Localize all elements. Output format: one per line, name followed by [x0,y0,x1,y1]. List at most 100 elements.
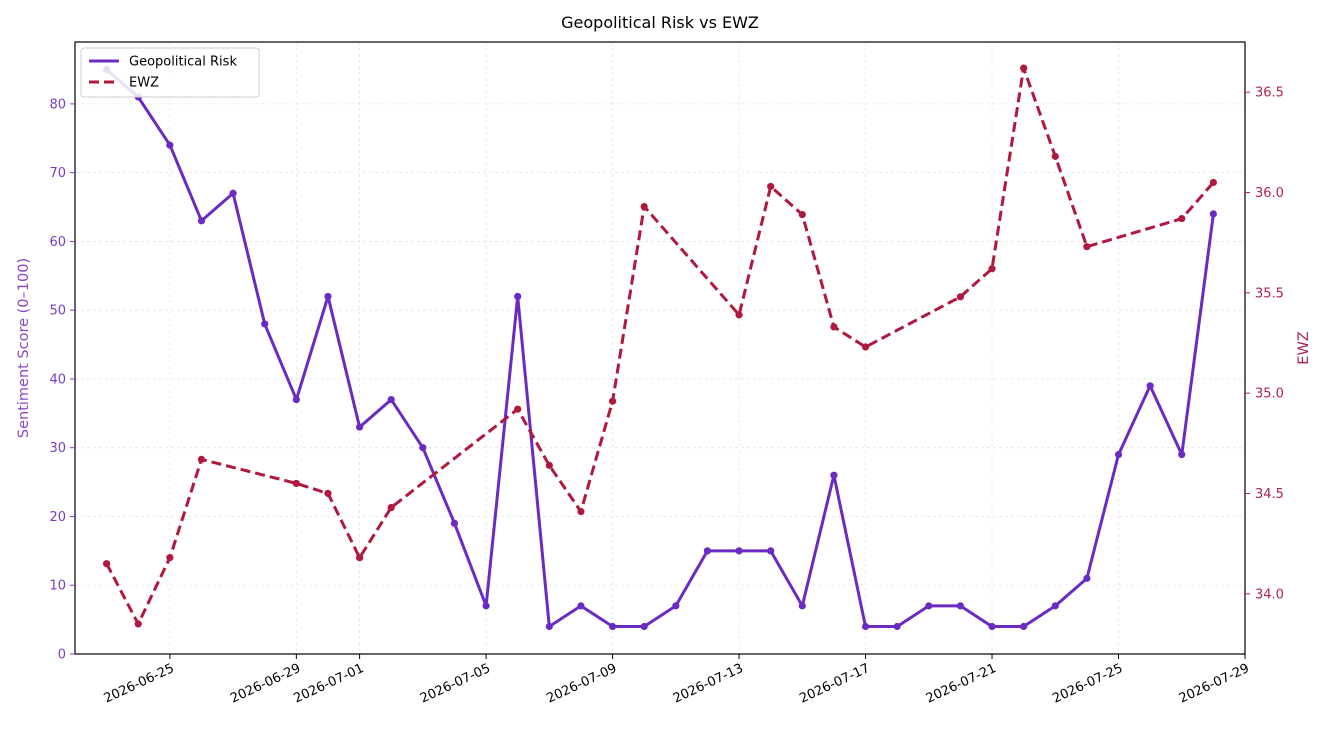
data-point [292,395,300,404]
series-geopolitical-risk [103,65,1217,631]
data-point [1209,210,1217,218]
data-point [419,444,427,452]
y-axis-label-left: Sentiment Score (0–100) [16,258,32,438]
right-axis: 34.0 34.5 35.0 35.5 36.0 36.5 [1245,86,1284,602]
data-point [166,554,174,562]
data-point [292,479,300,488]
y-tick-label-left: 70 [49,166,66,181]
legend-box [80,47,260,98]
data-point [798,602,806,610]
x-tick-label: 2026-07-05 [418,661,493,707]
data-point [1083,574,1091,582]
y-tick-label-left: 60 [49,235,66,250]
data-point [861,343,870,351]
data-point [545,461,553,469]
x-tick-label: 2026-06-25 [102,661,177,707]
data-point [988,622,996,631]
data-point [1083,243,1091,251]
y-tick-label-left: 0 [58,648,66,663]
series-layer [103,64,1217,631]
series-line [105,68,1215,628]
data-point [893,622,901,631]
data-point [672,602,680,610]
data-point [956,293,965,301]
y-tick-label-right: 34.0 [1255,587,1284,602]
data-point [1146,382,1154,390]
x-tick-label: 2026-07-25 [1050,661,1125,707]
data-point [482,602,490,610]
data-point [735,311,743,319]
x-tick-label: 2026-07-21 [924,661,999,707]
y-tick-label-right: 36.0 [1255,186,1284,201]
data-point [1209,178,1217,187]
grid [75,42,1246,655]
x-tick-label: 2026-07-17 [797,661,872,707]
data-point [514,405,522,413]
data-point [1051,152,1059,160]
data-point [830,323,838,331]
data-point [703,547,712,555]
y-tick-label-left: 30 [49,441,66,456]
x-tick-label: 2026-07-29 [1177,661,1252,707]
data-point [577,507,585,516]
data-point [1020,622,1028,631]
x-tick-label: 2026-07-09 [544,661,619,707]
legend-label: Geopolitical Risk [129,55,237,70]
data-point [514,292,522,301]
y-tick-label-right: 35.0 [1255,387,1284,402]
data-point [197,455,206,463]
data-point [767,182,775,191]
data-point [1020,64,1028,72]
series-ewz [103,64,1217,628]
data-point [1051,602,1059,610]
x-tick-label: 2026-06-29 [228,661,303,707]
data-point [324,489,332,498]
data-point [545,622,553,631]
data-point [229,189,237,197]
data-point [640,202,648,211]
y-axis-label-right: EWZ [1296,331,1312,364]
y-tick-label-left: 20 [49,510,66,525]
data-point [355,423,364,431]
data-point [956,602,965,610]
data-point [767,547,775,555]
x-tick-label: 2026-07-13 [671,661,746,707]
y-tick-label-left: 80 [49,97,66,112]
plot-frame [74,41,1246,655]
data-point [355,554,364,562]
data-point [1178,214,1186,223]
data-point [608,622,617,631]
data-point [861,622,870,631]
data-point [798,210,806,219]
left-axis: 0 10 20 30 40 50 60 70 80 [49,97,75,663]
data-point [830,471,838,479]
data-point [387,395,395,404]
data-point [608,397,617,405]
legend-label: EWZ [129,76,159,91]
data-point [925,602,933,610]
data-point [450,519,459,527]
data-point [577,602,585,610]
y-tick-label-left: 40 [49,372,66,387]
y-tick-label-left: 50 [49,304,66,319]
data-point [387,503,395,512]
data-point [640,622,648,631]
data-point [1178,450,1186,459]
data-point [166,141,174,149]
data-point [134,620,142,628]
y-tick-label-right: 34.5 [1255,487,1284,502]
data-point [261,320,269,328]
y-tick-label-left: 10 [49,579,66,594]
legend: Geopolitical Risk EWZ [80,47,260,98]
y-tick-label-right: 36.5 [1255,86,1284,101]
x-tick-label: 2026-07-01 [291,661,366,707]
data-point [197,217,206,225]
data-point [988,265,996,273]
data-point [103,560,111,568]
y-tick-label-right: 35.5 [1255,286,1284,301]
data-point [735,547,743,555]
data-point [1114,450,1123,459]
chart-title: Geopolitical Risk vs EWZ [561,13,759,32]
